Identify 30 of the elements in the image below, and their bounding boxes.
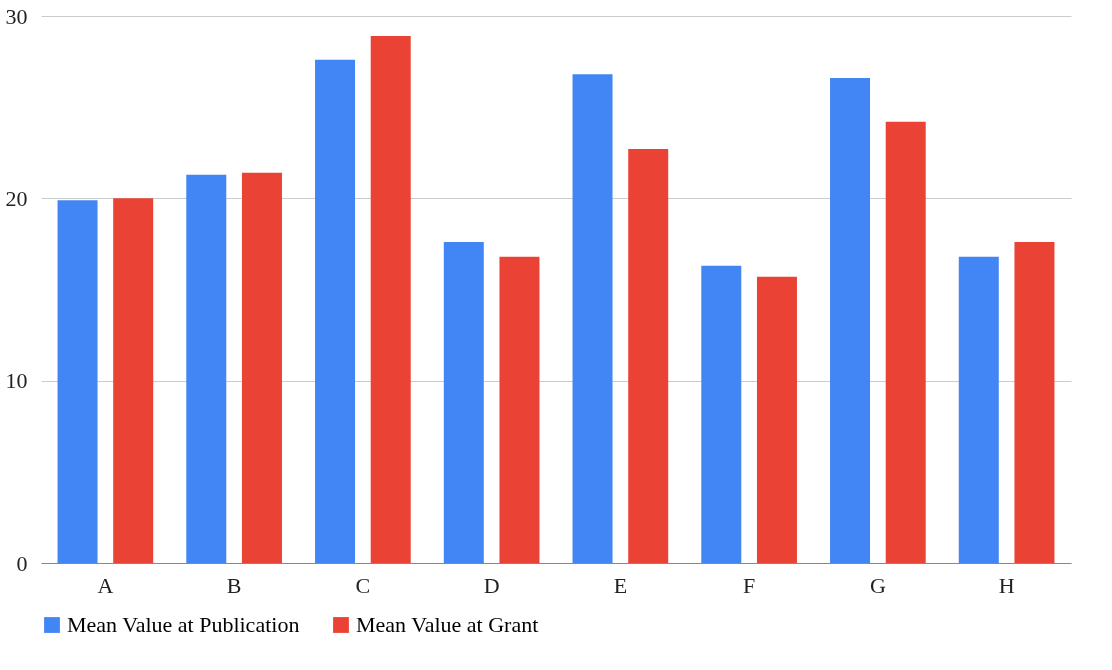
bar xyxy=(370,36,411,563)
x-tick-label: B xyxy=(226,572,242,598)
x-tick-label: G xyxy=(869,572,886,598)
y-tick-label: 20 xyxy=(5,185,28,211)
bar xyxy=(628,149,669,563)
bar xyxy=(443,242,484,563)
y-tick-label: 30 xyxy=(5,3,28,29)
legend-label: Mean Value at Publication xyxy=(67,612,300,637)
x-tick-label: D xyxy=(483,572,500,598)
x-tick-label: F xyxy=(743,572,756,598)
y-tick-label: 0 xyxy=(16,550,28,576)
bar xyxy=(241,172,282,563)
bar xyxy=(701,265,742,563)
legend-label: Mean Value at Grant xyxy=(356,612,539,637)
bar xyxy=(830,77,871,563)
bar xyxy=(958,256,999,563)
x-tick-label: E xyxy=(613,572,628,598)
x-tick-label: H xyxy=(998,572,1015,598)
bar xyxy=(1014,242,1055,563)
bar xyxy=(572,74,613,563)
x-tick-label: C xyxy=(355,572,371,598)
bar xyxy=(113,198,154,563)
bar xyxy=(57,200,98,563)
bar xyxy=(885,121,926,563)
bar xyxy=(186,174,227,563)
bar xyxy=(499,256,540,563)
x-tick-label: A xyxy=(97,572,114,598)
y-tick-label: 10 xyxy=(5,368,28,394)
bar xyxy=(756,276,797,563)
bar xyxy=(315,59,356,563)
